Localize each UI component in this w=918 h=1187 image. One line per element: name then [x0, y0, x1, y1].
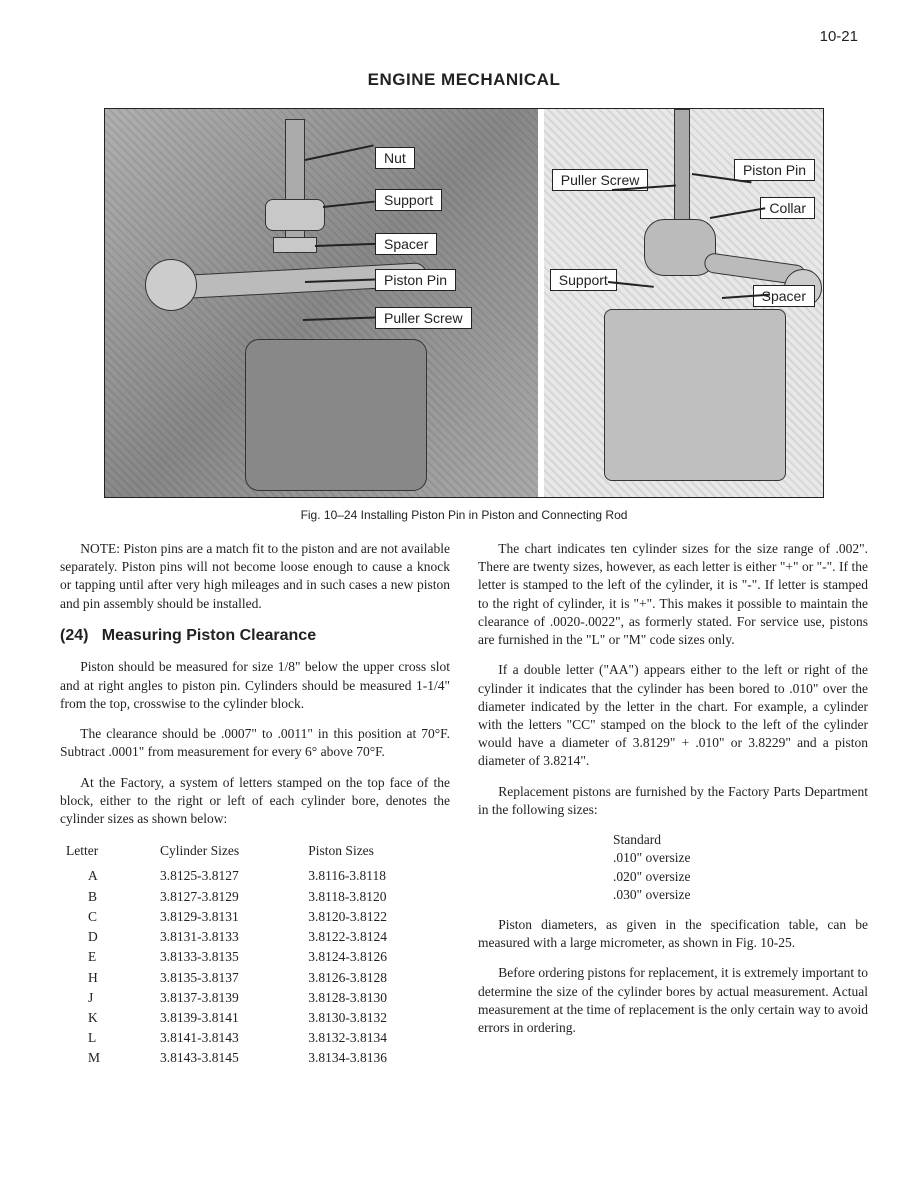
- cell-pis: 3.8122-3.8124: [302, 927, 450, 947]
- table-header-pis: Piston Sizes: [302, 840, 450, 866]
- rod-end-shape: [145, 259, 197, 311]
- cell-cyl: 3.8139-3.8141: [154, 1008, 302, 1028]
- cell-letter: K: [60, 1008, 154, 1028]
- table-row: D3.8131-3.81333.8122-3.8124: [60, 927, 450, 947]
- table-header-row: Letter Cylinder Sizes Piston Sizes: [60, 840, 450, 866]
- cell-cyl: 3.8125-3.8127: [154, 866, 302, 886]
- cell-pis: 3.8120-3.8122: [302, 907, 450, 927]
- body-paragraph: Before ordering pistons for replacement,…: [478, 964, 868, 1037]
- cell-letter: E: [60, 947, 154, 967]
- section-heading: (24) Measuring Piston Clearance: [60, 625, 450, 647]
- cell-pis: 3.8128-3.8130: [302, 988, 450, 1008]
- leader-line: [710, 207, 765, 219]
- cell-cyl: 3.8127-3.8129: [154, 887, 302, 907]
- cell-pis: 3.8118-3.8120: [302, 887, 450, 907]
- cell-letter: C: [60, 907, 154, 927]
- cell-pis: 3.8130-3.8132: [302, 1008, 450, 1028]
- figure-caption: Fig. 10–24 Installing Piston Pin in Pist…: [60, 508, 868, 522]
- callout-support: Support: [375, 189, 442, 211]
- cell-letter: H: [60, 968, 154, 988]
- table-row: L3.8141-3.81433.8132-3.8134: [60, 1028, 450, 1048]
- table-row: H3.8135-3.81373.8126-3.8128: [60, 968, 450, 988]
- callout-support: Support: [550, 269, 617, 291]
- oversize-item: Standard: [613, 831, 868, 849]
- table-header-letter: Letter: [60, 840, 154, 866]
- table-row: C3.8129-3.81313.8120-3.8122: [60, 907, 450, 927]
- cell-cyl: 3.8143-3.8145: [154, 1048, 302, 1068]
- leader-line: [303, 316, 375, 321]
- cell-cyl: 3.8137-3.8139: [154, 988, 302, 1008]
- leader-line: [323, 201, 375, 208]
- table-row: J3.8137-3.81393.8128-3.8130: [60, 988, 450, 1008]
- oversize-item: .010" oversize: [613, 849, 868, 867]
- body-paragraph: Piston diameters, as given in the specif…: [478, 916, 868, 952]
- body-columns: NOTE: Piston pins are a match fit to the…: [60, 540, 868, 1069]
- fixture-shape: [604, 309, 786, 481]
- callout-piston-pin: Piston Pin: [375, 269, 456, 291]
- oversize-list: Standard .010" oversize .020" oversize .…: [478, 831, 868, 904]
- cell-letter: L: [60, 1028, 154, 1048]
- cell-cyl: 3.8135-3.8137: [154, 968, 302, 988]
- vise-shape: [245, 339, 427, 491]
- cell-pis: 3.8132-3.8134: [302, 1028, 450, 1048]
- page-title: ENGINE MECHANICAL: [60, 70, 868, 90]
- cell-letter: B: [60, 887, 154, 907]
- cell-cyl: 3.8129-3.8131: [154, 907, 302, 927]
- cell-pis: 3.8126-3.8128: [302, 968, 450, 988]
- leader-line: [315, 243, 375, 247]
- cell-letter: J: [60, 988, 154, 1008]
- spacer-shape: [273, 237, 317, 253]
- callout-nut: Nut: [375, 147, 415, 169]
- table-row: K3.8139-3.81413.8130-3.8132: [60, 1008, 450, 1028]
- page: 10-21 ENGINE MECHANICAL Nut Support Spac…: [0, 0, 918, 1187]
- cell-cyl: 3.8133-3.8135: [154, 947, 302, 967]
- cell-letter: A: [60, 866, 154, 886]
- body-paragraph: The chart indicates ten cylinder sizes f…: [478, 540, 868, 649]
- table-header-cyl: Cylinder Sizes: [154, 840, 302, 866]
- note-paragraph: NOTE: Piston pins are a match fit to the…: [60, 540, 450, 613]
- callout-piston-pin: Piston Pin: [734, 159, 815, 181]
- body-paragraph: The clearance should be .0007" to .0011"…: [60, 725, 450, 761]
- figure-10-24: Nut Support Spacer Piston Pin Puller Scr…: [104, 108, 824, 498]
- cell-pis: 3.8124-3.8126: [302, 947, 450, 967]
- section-number: (24): [60, 627, 88, 644]
- cell-cyl: 3.8131-3.8133: [154, 927, 302, 947]
- callout-puller-screw: Puller Screw: [375, 307, 472, 329]
- table-row: A3.8125-3.81273.8116-3.8118: [60, 866, 450, 886]
- body-paragraph: If a double letter ("AA") appears either…: [478, 661, 868, 770]
- cell-pis: 3.8134-3.8136: [302, 1048, 450, 1068]
- oversize-item: .030" oversize: [613, 886, 868, 904]
- cell-pis: 3.8116-3.8118: [302, 866, 450, 886]
- body-paragraph: Replacement pistons are furnished by the…: [478, 783, 868, 819]
- body-paragraph: Piston should be measured for size 1/8" …: [60, 658, 450, 713]
- table-row: B3.8127-3.81293.8118-3.8120: [60, 887, 450, 907]
- support-shape: [265, 199, 325, 231]
- callout-spacer: Spacer: [375, 233, 437, 255]
- cell-letter: M: [60, 1048, 154, 1068]
- table-row: E3.8133-3.81353.8124-3.8126: [60, 947, 450, 967]
- oversize-item: .020" oversize: [613, 868, 868, 886]
- table-row: M3.8143-3.81453.8134-3.8136: [60, 1048, 450, 1068]
- callout-collar: Collar: [760, 197, 815, 219]
- figure-right-panel: Puller Screw Piston Pin Collar Support S…: [544, 109, 823, 497]
- body-paragraph: At the Factory, a system of letters stam…: [60, 774, 450, 829]
- figure-left-panel: Nut Support Spacer Piston Pin Puller Scr…: [105, 109, 538, 497]
- leader-line: [305, 144, 374, 161]
- page-number: 10-21: [820, 28, 858, 45]
- sizes-table: Letter Cylinder Sizes Piston Sizes A3.81…: [60, 840, 450, 1068]
- cell-cyl: 3.8141-3.8143: [154, 1028, 302, 1048]
- cell-letter: D: [60, 927, 154, 947]
- section-title: Measuring Piston Clearance: [102, 627, 316, 644]
